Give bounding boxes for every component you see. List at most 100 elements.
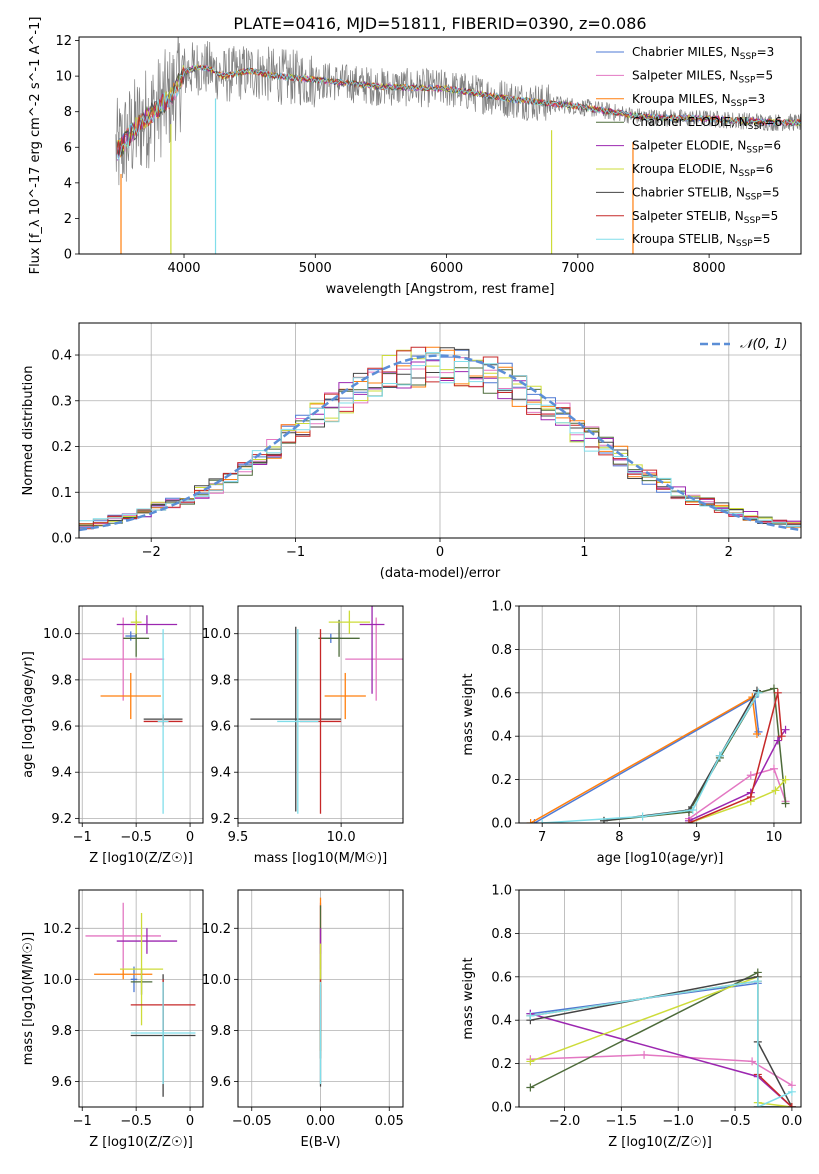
weight-marker-2: [640, 1050, 649, 1059]
x-axis-label: Z [log10(Z/Z☉)]: [608, 1135, 712, 1150]
y-tick-label: 0.2: [491, 773, 512, 788]
weight-line-7: [603, 690, 758, 822]
legend-value: =6: [763, 139, 781, 153]
weight-marker-2: [748, 1057, 757, 1066]
y-axis-label: Flux [f_λ 10^-17 erg cm^-2 s^-1 A^-1]: [28, 17, 43, 275]
legend-label-3: Kroupa MILES, NSSP=3: [632, 92, 765, 109]
weight-marker-9: [787, 1087, 796, 1096]
legend-subscript: SSP: [744, 216, 761, 226]
legend-subscript: SSP: [739, 169, 756, 179]
y-tick-label: 9.6: [51, 1075, 72, 1090]
plot-area-spectrum: [115, 37, 801, 254]
weight-line-2: [530, 1054, 793, 1086]
legend-label-4: Chabrier ELODIE, NSSP=6: [632, 115, 782, 132]
legend-subscript: SSP: [739, 75, 756, 85]
weight-marker-4: [769, 684, 778, 693]
x-axis-label: wavelength [Angstrom, rest frame]: [326, 282, 555, 297]
axes-frame: [78, 889, 204, 1108]
y-axis-label: mass [log10(M/M☉)]: [21, 932, 36, 1065]
y-tick-label: 9.4: [210, 766, 231, 781]
x-tick-label: 8: [615, 830, 623, 845]
panel-spectrum: 4000 5000 6000 7000 8000 0 2 4 6 8 10 12 wavelength …: [28, 17, 802, 297]
x-axis-label: (data-model)/error: [380, 566, 501, 581]
axes-frame: [78, 322, 802, 539]
x-tick-label: 9.5: [228, 830, 249, 845]
weight-marker-9: [754, 688, 763, 697]
y-tick-label: 9.8: [210, 1024, 231, 1039]
gaussian-curve: [79, 354, 801, 532]
weight-line-5: [688, 729, 787, 822]
axes-frame: [237, 605, 404, 824]
weight-marker-8: [684, 819, 693, 823]
legend-label-1: Chabrier MILES, NSSP=3: [632, 45, 774, 62]
weight-marker-9: [715, 751, 724, 760]
weight-line-8: [757, 1073, 793, 1107]
weight-marker-4: [526, 1083, 535, 1092]
x-tick-label: 6000: [430, 261, 463, 276]
weight-line-9: [530, 980, 793, 1107]
x-tick-label: 7000: [561, 261, 594, 276]
weight-marker-2: [746, 771, 755, 780]
x-tick-label: 0.00: [306, 1114, 335, 1129]
legend-value: =6: [755, 162, 773, 176]
weight-marker-6: [781, 775, 790, 784]
axes-frame: [78, 36, 802, 255]
weight-marker-3: [526, 819, 535, 823]
weight-line-8: [688, 692, 783, 823]
y-tick-label: 0.4: [491, 730, 512, 745]
y-tick-label: 0.3: [51, 394, 72, 409]
x-tick-label: 0: [186, 830, 194, 845]
axes-frame: [237, 889, 404, 1108]
y-tick-label: 10.0: [43, 627, 72, 642]
y-axis-label: mass weight: [461, 957, 476, 1039]
x-tick-label: −0.5: [719, 1114, 751, 1129]
legend-subscript: SSP: [745, 192, 762, 202]
y-axis-label: age [log10(age/yr)]: [21, 651, 36, 778]
x-axis-label: Z [log10(Z/Z☉)]: [89, 851, 193, 866]
y-tick-label: 9.8: [51, 673, 72, 688]
legend-value: =3: [748, 92, 766, 106]
plot-area-residuals: [79, 346, 801, 532]
legend-subscript: SSP: [746, 146, 763, 156]
weight-line-6: [688, 779, 787, 823]
y-tick-label: 0.1: [51, 486, 72, 501]
legend-label-8: Salpeter STELIB, NSSP=5: [632, 209, 778, 226]
x-axis-label: E(B-V): [300, 1135, 340, 1150]
y-tick-label: 0.0: [491, 817, 512, 832]
weight-marker-4: [781, 799, 790, 808]
y-tick-label: 9.8: [210, 673, 231, 688]
x-tick-label: 4000: [167, 261, 200, 276]
legend-label-5: Salpeter ELODIE, NSSP=6: [632, 139, 781, 156]
x-tick-label: −2.0: [549, 1114, 581, 1129]
axes-frame: [518, 605, 802, 824]
y-tick-label: 0.8: [491, 643, 512, 658]
weight-marker-2: [769, 764, 778, 773]
x-tick-label: 5000: [299, 261, 332, 276]
plot-area-mass_weight_vs_age: [526, 684, 790, 823]
y-tick-label: 12: [55, 34, 72, 49]
weight-marker-7: [599, 816, 608, 823]
model-line-9: [116, 64, 801, 161]
x-tick-label: 7: [538, 830, 546, 845]
x-tick-label: 10: [766, 830, 783, 845]
y-tick-label: 0.6: [491, 970, 512, 985]
panel-residuals: −2 −1 0 1 2 0.0 0.1 0.2 0.3 0.4 (data-model)/error…: [21, 322, 802, 581]
y-tick-label: 0.8: [491, 927, 512, 942]
y-tick-label: 9.6: [210, 720, 231, 735]
y-axis-label: Normed distribution: [21, 366, 36, 496]
weight-marker-5: [773, 736, 782, 745]
x-axis-label: age [log10(age/yr)]: [597, 851, 724, 866]
x-tick-label: −1: [73, 1114, 92, 1129]
y-tick-label: 1.0: [491, 600, 512, 615]
legend-label-7: Chabrier STELIB, NSSP=5: [632, 185, 780, 202]
panel-mass_weight_vs_age: 7 8 9 10 0.0 0.2 0.4 0.6 0.8 1.0 age [log10(age/yr…: [461, 600, 802, 866]
plot-area-age_vs_mass: [250, 606, 403, 814]
axes-frame: [78, 605, 204, 824]
x-tick-label: 0: [436, 545, 444, 560]
gaussian-legend-label: 𝒩(0, 1): [740, 337, 787, 352]
x-tick-label: 2: [725, 545, 733, 560]
y-tick-label: 0.4: [491, 1014, 512, 1029]
x-tick-label: −1.5: [606, 1114, 638, 1129]
legend-value: =6: [764, 115, 782, 129]
